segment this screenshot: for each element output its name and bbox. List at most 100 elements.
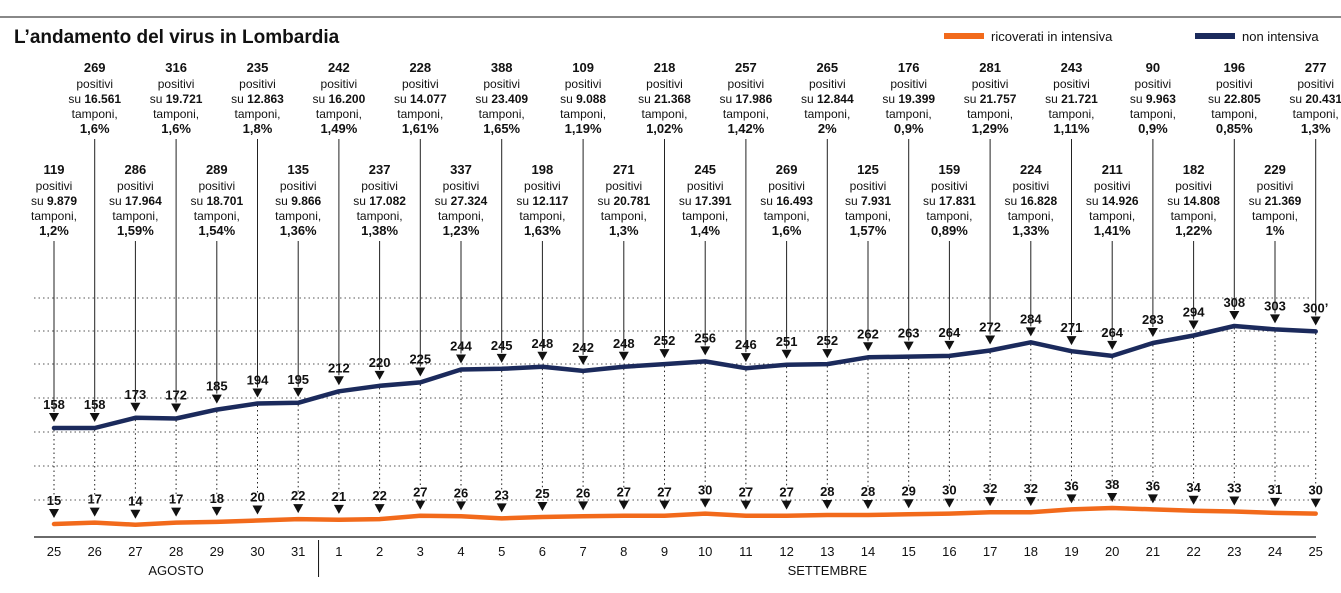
annotation-tamponi-count: su 21.721 — [1045, 92, 1098, 106]
value-label: 194 — [247, 373, 269, 388]
annotation-tamponi-word: tamponi, — [601, 209, 647, 223]
annotation-positivi-word: positivi — [361, 179, 398, 193]
legend-label-intensiva: ricoverati in intensiva — [991, 29, 1113, 44]
value-label: 30 — [942, 483, 956, 498]
value-label: 185 — [206, 379, 228, 394]
annotation-tamponi-word: tamponi, — [316, 107, 362, 121]
annotation-percentage: 2% — [818, 121, 837, 136]
x-tick-label: 9 — [661, 544, 668, 559]
value-marker — [1310, 316, 1321, 326]
annotation-tamponi-value: 21.757 — [980, 92, 1017, 106]
annotation-su-word: su — [190, 194, 206, 208]
annotation-positivi-word: positivi — [646, 77, 683, 91]
x-tick-label: 20 — [1105, 544, 1119, 559]
annotation-su-word: su — [760, 194, 776, 208]
annotation-positivi-word: positivi — [1175, 179, 1212, 193]
annotation-tamponi-value: 27.324 — [451, 194, 488, 208]
value-marker — [985, 497, 996, 507]
value-marker — [1270, 314, 1280, 324]
annotation-su-word: su — [353, 194, 369, 208]
annotation-tamponi-word: tamponi, — [72, 107, 118, 121]
annotation-positivi-count: 211 — [1102, 162, 1123, 177]
annotation-tamponi-count: su 21.757 — [964, 92, 1017, 106]
annotation-su-word: su — [68, 92, 84, 106]
value-label: 38 — [1105, 477, 1119, 492]
value-label: 251 — [776, 334, 798, 349]
value-label: 14 — [128, 494, 143, 509]
annotation-tamponi-count: su 9.088 — [560, 92, 606, 106]
annotation-su-word: su — [31, 194, 47, 208]
annotation-positivi-count: 109 — [572, 60, 594, 75]
annotation-positivi-count: 198 — [532, 162, 554, 177]
annotation-tamponi-count: su 19.721 — [150, 92, 203, 106]
value-marker — [700, 346, 711, 356]
x-tick-label: 1 — [335, 544, 342, 559]
annotation-percentage: 1,29% — [972, 121, 1009, 136]
annotation-percentage: 1,19% — [565, 121, 602, 136]
value-marker — [89, 507, 100, 517]
annotation-tamponi-value: 22.805 — [1224, 92, 1261, 106]
value-label: 31 — [1268, 482, 1282, 497]
value-marker — [740, 353, 751, 363]
annotation-positivi-word: positivi — [850, 179, 887, 193]
annotation-percentage: 0,9% — [1138, 121, 1168, 136]
annotation-percentage: 1,57% — [850, 223, 887, 238]
x-tick-label: 16 — [942, 544, 956, 559]
value-label: 28 — [861, 484, 875, 499]
annotation-percentage: 1,22% — [1175, 223, 1212, 238]
annotation-tamponi-word: tamponi, — [967, 107, 1013, 121]
annotation-tamponi-count: su 21.369 — [1249, 194, 1302, 208]
annotation-su-word: su — [845, 194, 861, 208]
annotation-su-word: su — [964, 92, 980, 106]
value-label: 220 — [369, 355, 391, 370]
value-marker — [1107, 340, 1118, 350]
value-marker — [171, 507, 182, 517]
value-marker — [211, 394, 222, 404]
annotation-positivi-count: 228 — [409, 60, 431, 75]
annotation-percentage: 1,38% — [361, 223, 398, 238]
annotation-tamponi-value: 9.879 — [47, 194, 77, 208]
value-marker — [944, 340, 955, 350]
annotation-positivi-count: 243 — [1061, 60, 1083, 75]
annotation-positivi-count: 237 — [369, 162, 391, 177]
value-label: 28 — [820, 484, 834, 499]
annotation-su-word: su — [516, 194, 532, 208]
value-label: 242 — [572, 340, 594, 355]
annotation-percentage: 1,8% — [243, 121, 273, 136]
annotation-percentage: 1,3% — [1301, 121, 1331, 136]
value-label: 262 — [857, 326, 879, 341]
x-tick-label: 4 — [457, 544, 464, 559]
annotation-tamponi-count: su 27.324 — [435, 194, 488, 208]
annotation-tamponi-word: tamponi, — [886, 107, 932, 121]
value-marker — [822, 499, 833, 509]
legend: ricoverati in intensiva non intensiva — [944, 29, 1319, 44]
annotation-positivi-word: positivi — [524, 179, 561, 193]
value-label: 27 — [617, 485, 631, 500]
annotation-tamponi-count: su 17.964 — [109, 194, 162, 208]
value-label: 248 — [532, 336, 554, 351]
annotation-positivi-count: 135 — [287, 162, 309, 177]
annotation-tamponi-word: tamponi, — [1211, 107, 1257, 121]
value-label: 27 — [739, 485, 753, 500]
annotation-percentage: 0,9% — [894, 121, 924, 136]
annotation-percentage: 0,89% — [931, 223, 968, 238]
value-marker — [374, 504, 385, 514]
value-label: 17 — [87, 492, 101, 507]
annotation-positivi-count: 218 — [654, 60, 676, 75]
annotation-positivi-count: 235 — [247, 60, 269, 75]
x-tick-label: 11 — [739, 544, 753, 559]
annotation-positivi-word: positivi — [687, 179, 724, 193]
annotation-tamponi-word: tamponi, — [31, 209, 77, 223]
annotation-su-word: su — [560, 92, 576, 106]
annotation-tamponi-count: su 20.431 — [1289, 92, 1341, 106]
annotation-tamponi-word: tamponi, — [112, 209, 158, 223]
annotation-positivi-count: 277 — [1305, 60, 1327, 75]
annotation-positivi-count: 245 — [694, 162, 716, 177]
annotation-tamponi-count: su 19.399 — [882, 92, 935, 106]
